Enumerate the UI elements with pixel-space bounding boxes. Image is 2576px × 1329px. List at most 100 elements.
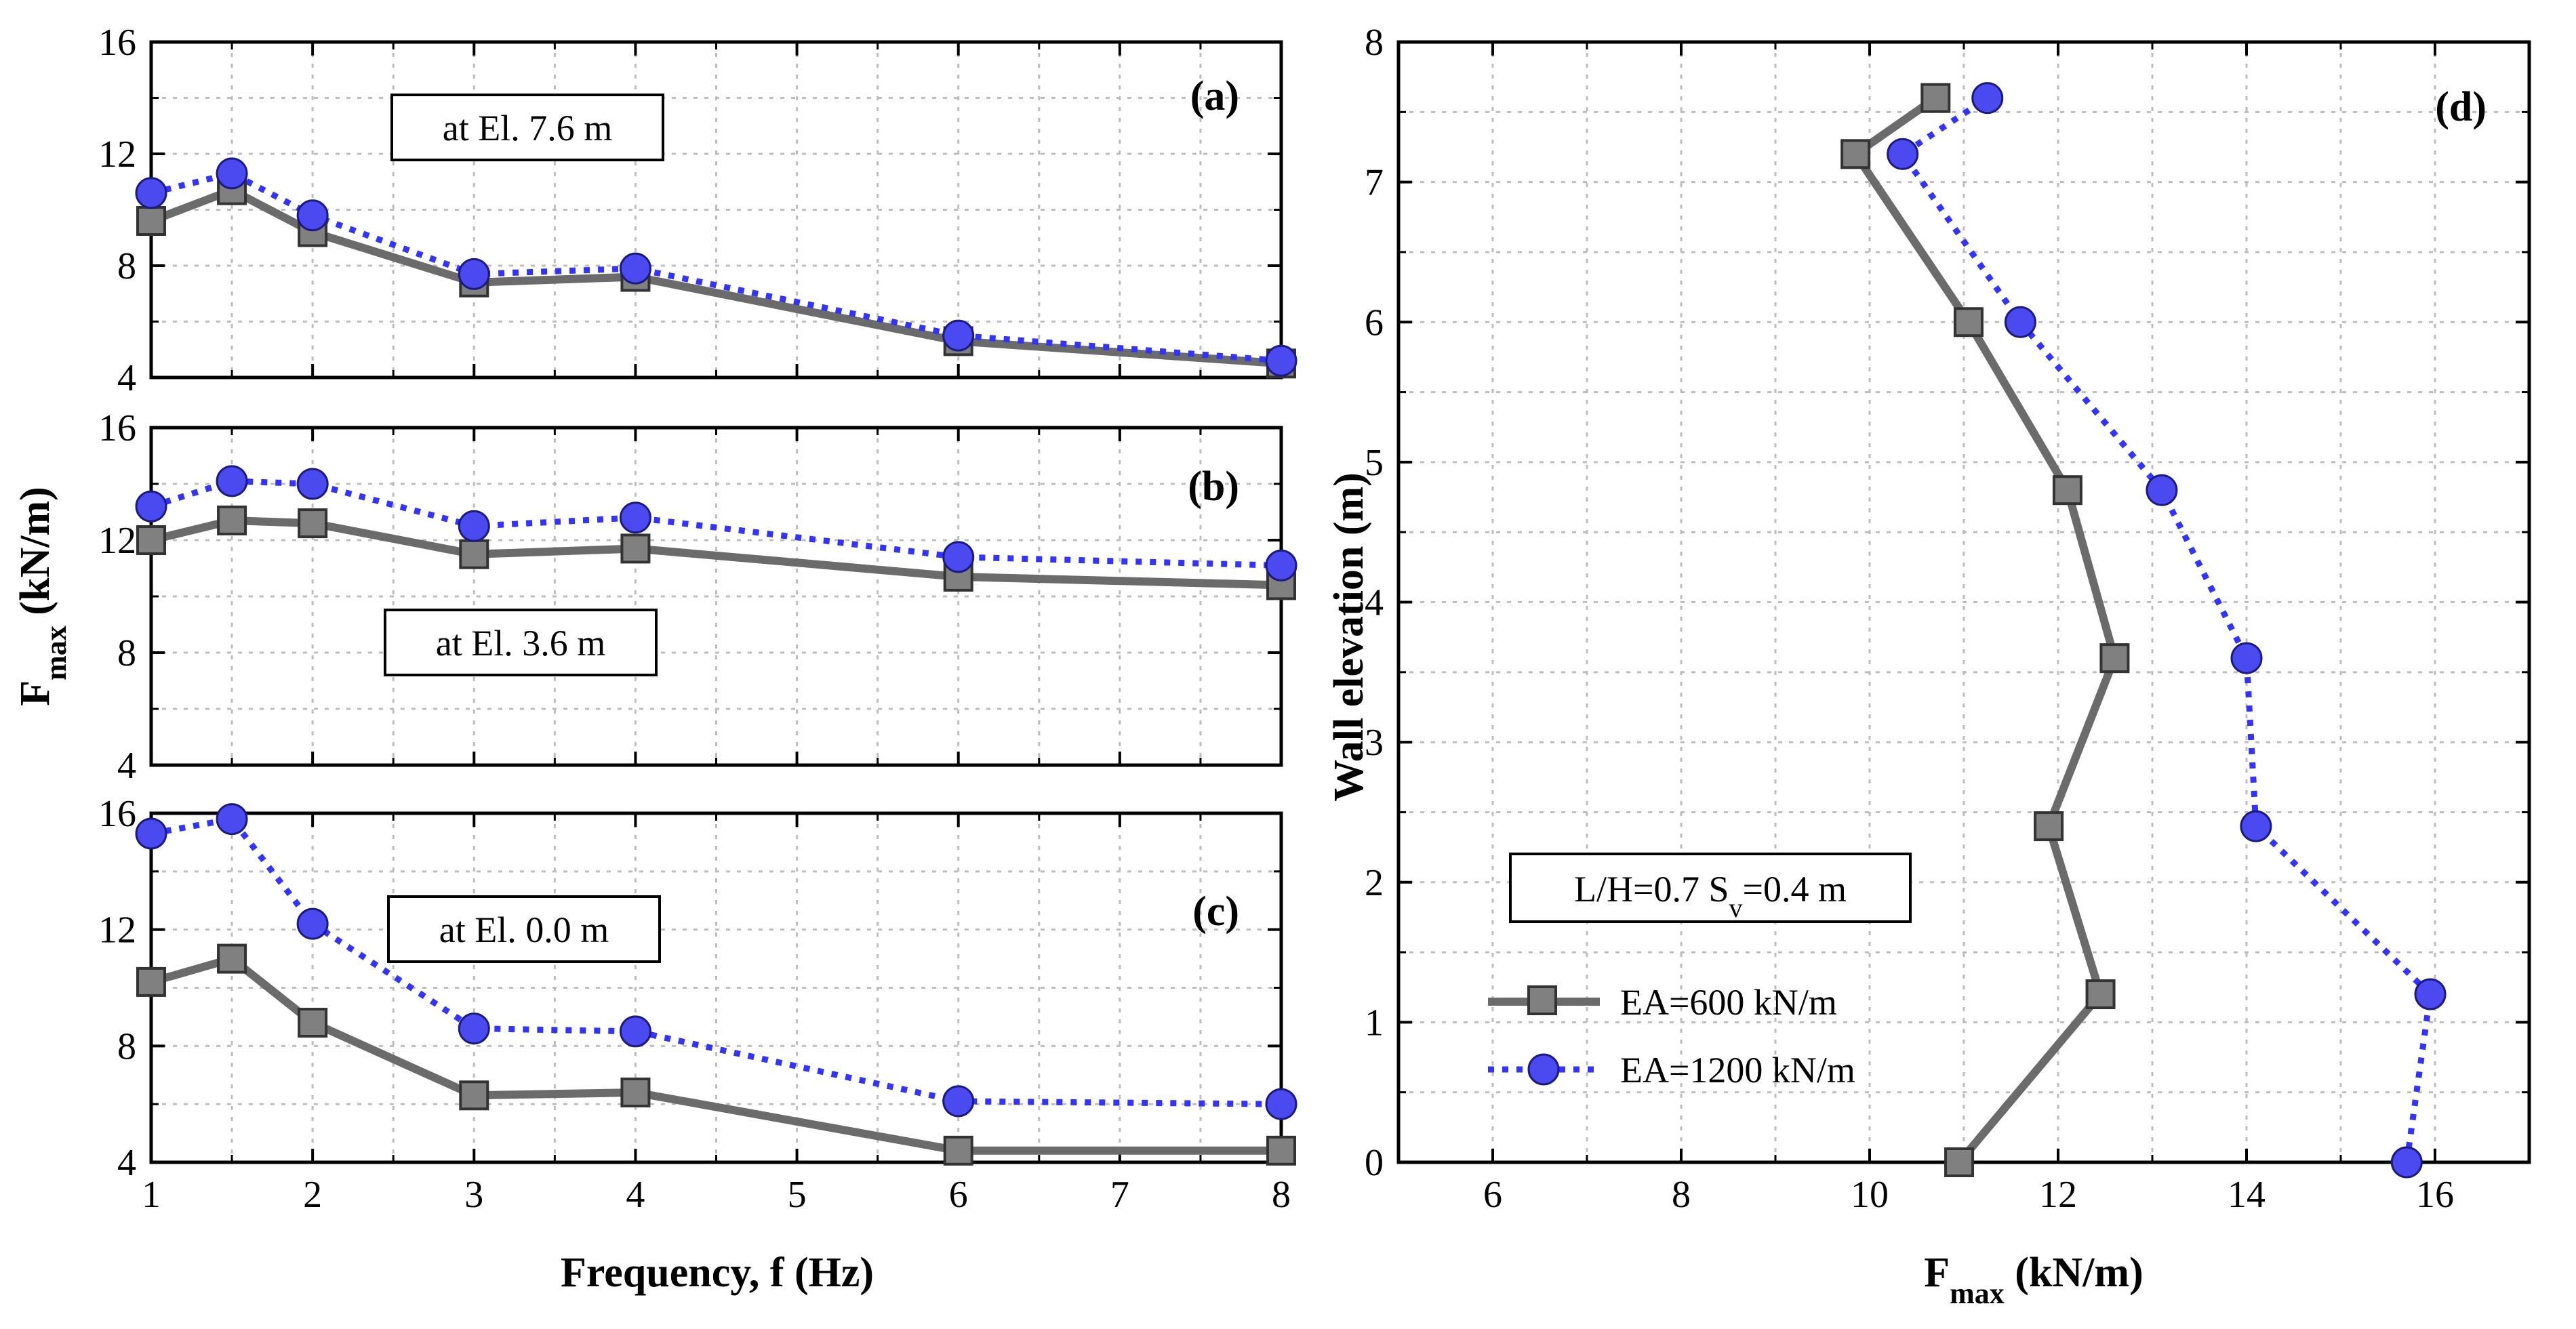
data-point-1200 [2240,810,2272,842]
annotation-a: at El. 7.6 m [443,108,612,148]
annotation-box-d: L/H=0.7 Sv=0.4 m [1509,853,1912,923]
panel-label-a: (a) [1190,73,1239,119]
annotation-box-a: at El. 7.6 m [390,94,664,161]
y-tick-label: 16 [98,793,136,835]
legend-label-600: EA=600 kN/m [1620,982,1837,1023]
y-tick-label: 0 [1365,1142,1384,1184]
y-tick-label: 8 [117,1025,136,1067]
y-tick-label: 4 [117,745,136,787]
data-point-1200 [216,803,248,836]
data-point-1200 [2004,306,2036,338]
data-point-1200 [135,817,167,850]
data-point-1200 [296,199,329,232]
data-point-600 [620,1078,651,1107]
data-point-600 [217,505,247,535]
y-tick-label: 7 [1365,162,1384,204]
x-tick-label: 1 [142,1174,161,1216]
x-axis-title-c: Frequency, f (Hz) [561,1250,874,1296]
data-point-1200 [458,1013,490,1045]
data-point-600 [217,943,247,974]
data-point-1200 [619,1015,651,1048]
data-point-1200 [1265,344,1297,377]
y-tick-label: 2 [1365,862,1384,904]
data-point-1200 [1971,82,2004,115]
x-tick-label: 8 [1672,1174,1691,1216]
data-point-600 [2099,643,2130,674]
annotation-box-b: at El. 3.6 m [384,609,658,676]
x-tick-label: 4 [626,1174,645,1216]
x-tick-label: 7 [1110,1174,1129,1216]
x-tick-label: 2 [303,1174,322,1216]
data-point-1200 [296,468,329,500]
y-tick-label: 16 [98,407,136,449]
grid-d [1398,42,2529,1162]
panel-label-d: (d) [2435,84,2487,130]
x-tick-label: 12 [2039,1174,2077,1216]
y-tick-label: 1 [1365,1002,1384,1044]
y-tick-label: 4 [117,357,136,399]
data-point-600 [136,206,166,236]
data-point-600 [2034,811,2064,842]
y-tick-label: 16 [98,22,136,64]
data-point-1200 [458,258,490,290]
series-line-1200 [1898,95,2434,1163]
y-tick-label: 3 [1365,722,1384,764]
data-point-1200 [619,252,651,285]
grid-b [151,428,1281,765]
data-point-1200 [619,502,651,534]
data-point-1200 [458,510,490,542]
x-tick-label: 10 [1851,1174,1889,1216]
data-point-1200 [2390,1146,2423,1179]
y-tick-label: 8 [117,245,136,287]
data-point-600 [1840,139,1871,169]
x-tick-label: 14 [2228,1174,2266,1216]
annotation-box-c: at El. 0.0 m [387,895,661,963]
data-point-600 [2052,475,2082,506]
data-point-1200 [216,157,248,190]
data-point-1200 [942,319,975,352]
series-a [135,157,1297,379]
y-tick-label: 4 [117,1142,136,1184]
legend-label-1200: EA=1200 kN/m [1620,1050,1855,1090]
data-point-1200 [2230,642,2263,674]
data-point-1200 [1887,138,1919,170]
shared-y-axis-title: Fmax (kN/m) [12,487,73,706]
data-point-600 [298,508,328,539]
data-point-1200 [1265,1088,1297,1120]
data-point-600 [136,525,166,555]
data-point-600 [298,1008,328,1038]
tick-labels-b: 4 8 12 16 [98,407,136,787]
series-d [1840,82,2447,1179]
y-tick-label: 12 [98,520,136,562]
data-point-600 [136,966,166,997]
annotation-d: L/H=0.7 Sv=0.4 m [1574,869,1847,923]
y-tick-label: 12 [98,909,136,952]
x-tick-label: 3 [464,1174,483,1216]
data-point-1200 [2414,978,2447,1010]
data-point-600 [459,1080,489,1111]
ticks-d [1398,41,2529,1164]
panel-b-chart: 4 8 12 16 (b) at El. 3.6 m [98,407,1297,787]
legend-marker-600 [1527,985,1557,1015]
x-tick-label: 6 [1483,1174,1502,1216]
data-point-1200 [135,490,167,523]
x-tick-label: 6 [949,1174,968,1216]
data-point-1200 [942,541,975,573]
data-point-600 [459,539,489,569]
data-point-1200 [216,465,248,497]
x-tick-label: 8 [1272,1174,1291,1216]
y-tick-label: 4 [1365,582,1384,624]
data-point-600 [1944,1147,1975,1177]
data-point-1200 [296,907,329,940]
panel-label-b: (b) [1188,464,1239,510]
tick-labels-a: 4 8 12 16 [98,22,136,399]
data-point-600 [2085,979,2116,1010]
data-point-1200 [942,1085,975,1118]
x-tick-label: 5 [788,1174,807,1216]
y-tick-label: 12 [98,134,136,176]
y-axis-title-d: Wall elevation (m) [1326,472,1372,802]
series-line-600 [1851,94,2119,1165]
